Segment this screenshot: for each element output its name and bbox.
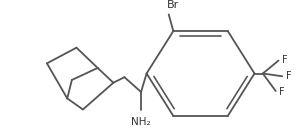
Text: F: F (286, 71, 292, 81)
Text: Br: Br (167, 0, 179, 10)
Text: F: F (278, 87, 284, 97)
Text: NH₂: NH₂ (131, 117, 151, 127)
Text: F: F (282, 55, 288, 65)
